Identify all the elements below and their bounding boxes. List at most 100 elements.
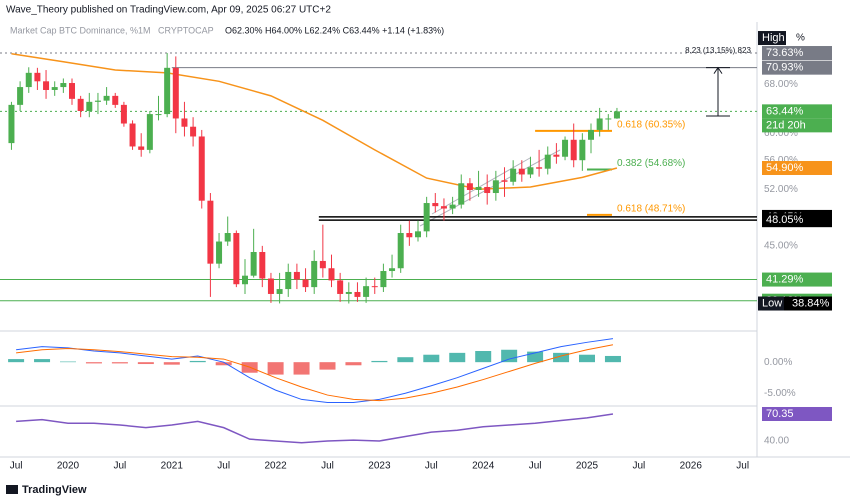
candle-body [380, 271, 387, 288]
high-tag-label: High [762, 32, 785, 44]
price-tag-label: 54.90% [766, 162, 804, 174]
candle-body [501, 180, 508, 182]
logo [6, 485, 18, 494]
candle-body [120, 104, 127, 124]
candle-body [233, 233, 240, 285]
candle-body [596, 118, 603, 130]
candle-body [311, 260, 318, 288]
candle-body [60, 83, 67, 88]
low-tag [758, 296, 784, 311]
macd-histogram-bar [449, 352, 466, 363]
macd-histogram-bar [345, 362, 362, 366]
candle-body [328, 268, 335, 281]
macd-histogram-bar [397, 357, 414, 363]
macd-histogram-bar [604, 355, 621, 363]
candle-body [250, 251, 257, 276]
x-tick-label: 2023 [368, 461, 391, 472]
candle-body [406, 233, 413, 238]
macd-signal-line [16, 344, 614, 402]
x-tick-label: 2020 [57, 461, 80, 472]
candle-body [518, 168, 525, 175]
price-tag [762, 104, 832, 119]
macd-histogram-bar [553, 352, 570, 363]
candle-body [43, 81, 50, 90]
candle-body [302, 279, 309, 288]
candle-body [432, 203, 439, 207]
countdown-tag [762, 118, 832, 133]
fib-label: 0.382 (54.68%) [617, 158, 685, 169]
candle-body [69, 83, 75, 99]
candle-body [613, 111, 620, 119]
x-tick-label: Jul [633, 461, 646, 472]
macd-histogram-bar [60, 361, 76, 363]
price-tag-label: 48.05% [766, 214, 804, 226]
price-tag-label: 73.63% [766, 47, 804, 59]
macd-tick-label: 0.00% [764, 357, 792, 368]
candle-body [475, 186, 482, 190]
candle-body [190, 126, 197, 137]
macd-histogram-bar [423, 354, 440, 363]
price-tag [762, 60, 832, 75]
candle-body [276, 289, 283, 294]
moving-average [11, 52, 618, 190]
candle-body [492, 180, 499, 194]
unit-tag: % [796, 33, 805, 44]
candle-body [510, 168, 517, 182]
candle-body [588, 129, 594, 140]
candle-body [371, 286, 378, 288]
candle-body [267, 278, 274, 294]
measure-arrow [713, 66, 723, 74]
candle-body [363, 286, 370, 297]
macd-histogram-bar [527, 351, 544, 363]
chart-title: Market Cap BTC Dominance, % [10, 25, 138, 35]
macd-histogram-bar [163, 362, 180, 365]
candle-body [544, 154, 551, 169]
x-tick-label: 2022 [264, 461, 287, 472]
rsi-tag-label: 70.35 [766, 408, 794, 420]
source: CRYPTOCAP [158, 25, 214, 35]
fib-label: 0.618 (60.35%) [617, 120, 685, 131]
fib-label: 0.618 (48.71%) [617, 203, 685, 214]
macd-histogram-bar [475, 351, 492, 363]
macd-histogram-bar [111, 362, 128, 364]
candle-body [103, 95, 110, 101]
macd-tick-label: -5.00% [764, 388, 796, 399]
candle-body [345, 291, 352, 294]
macd-histogram-bar [501, 349, 518, 363]
candle-body [259, 251, 266, 279]
price-tag [762, 46, 832, 61]
macd-histogram-bar [8, 359, 25, 363]
candle-body [285, 271, 292, 290]
price-tag [762, 272, 832, 287]
candle-body [207, 200, 214, 264]
macd-histogram-bar [293, 362, 310, 375]
candle-body [484, 186, 491, 194]
x-tick-label: Jul [425, 461, 438, 472]
candle-body [25, 72, 32, 88]
candle-body [562, 139, 569, 157]
macd-histogram-bar [189, 360, 206, 363]
macd-histogram-bar [319, 362, 336, 370]
countdown-label: 21d 20h [766, 119, 806, 131]
candle-body [181, 118, 188, 127]
price-tag [762, 160, 832, 175]
x-tick-label: 2025 [576, 461, 599, 472]
y-tick-label: 56.00% [764, 155, 798, 166]
price-tag-label: 63.44% [766, 105, 804, 117]
candle-body [242, 275, 248, 285]
low-tag-label: Low [762, 297, 782, 309]
candle-body [198, 136, 205, 201]
candle-body [138, 146, 145, 150]
x-tick-label: Jul [321, 461, 334, 472]
candle-body [579, 139, 586, 161]
candle-body [112, 95, 119, 105]
candle-body [94, 100, 101, 102]
candle-body [527, 167, 534, 175]
candle-body [77, 98, 84, 111]
macd-histogram-bar [267, 362, 284, 375]
x-tick-label: 2021 [161, 461, 184, 472]
measure-label: 8.23 (13.15%) 823 [685, 46, 751, 55]
candle-body [536, 167, 543, 169]
rsi-tick-label: 40.00 [764, 436, 789, 447]
x-tick-label: Jul [114, 461, 127, 472]
